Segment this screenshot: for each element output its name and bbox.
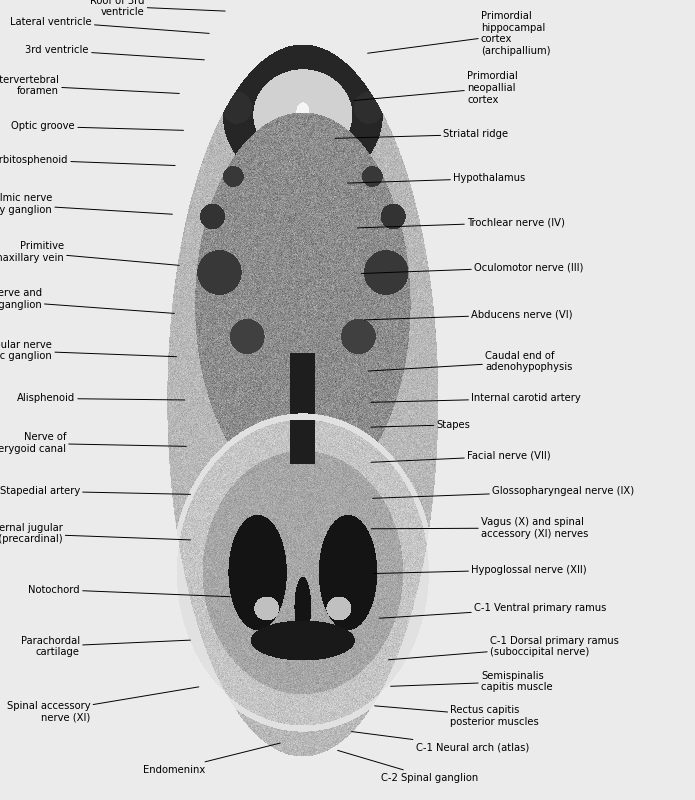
Text: Oculomotor nerve (III): Oculomotor nerve (III): [361, 262, 583, 274]
Text: Striatal ridge: Striatal ridge: [335, 130, 509, 139]
Text: Maxillary nerve and
pterygopalatine ganglion: Maxillary nerve and pterygopalatine gang…: [0, 288, 174, 314]
Text: Internal carotid artery: Internal carotid artery: [371, 394, 581, 403]
Text: Ophthalmic nerve
and ciliary ganglion: Ophthalmic nerve and ciliary ganglion: [0, 194, 172, 214]
Text: Trochlear nerve (IV): Trochlear nerve (IV): [357, 218, 565, 228]
Text: C-1 Dorsal primary ramus
(suboccipital nerve): C-1 Dorsal primary ramus (suboccipital n…: [389, 636, 619, 660]
Text: C-2 Spinal ganglion: C-2 Spinal ganglion: [338, 750, 478, 782]
Text: C-1 Neural arch (atlas): C-1 Neural arch (atlas): [352, 731, 529, 752]
Text: Caudal end of
adenohypophysis: Caudal end of adenohypophysis: [368, 350, 573, 373]
Text: Mandibular nerve
and otic ganglion: Mandibular nerve and otic ganglion: [0, 339, 177, 362]
Text: Orbitosphenoid: Orbitosphenoid: [0, 155, 175, 166]
Text: Intervertebral
foramen: Intervertebral foramen: [0, 75, 179, 96]
Text: Vagus (X) and spinal
accessory (XI) nerves: Vagus (X) and spinal accessory (XI) nerv…: [371, 517, 588, 539]
Text: 3rd ventricle: 3rd ventricle: [26, 46, 204, 60]
Text: Primordial
neopallial
cortex: Primordial neopallial cortex: [354, 71, 518, 105]
Text: Semispinalis
capitis muscle: Semispinalis capitis muscle: [391, 670, 553, 693]
Text: Alisphenoid: Alisphenoid: [17, 394, 185, 403]
Text: Facial nerve (VII): Facial nerve (VII): [371, 451, 550, 462]
Text: Spinal accessory
nerve (XI): Spinal accessory nerve (XI): [7, 687, 199, 723]
Text: Parachordal
cartilage: Parachordal cartilage: [21, 636, 190, 658]
Text: Roof of 3rd
ventricle: Roof of 3rd ventricle: [90, 0, 225, 17]
Text: Lateral ventricle: Lateral ventricle: [10, 17, 209, 34]
Text: Stapedial artery: Stapedial artery: [0, 486, 190, 496]
Text: Primordial
hippocampal
cortex
(archipallium): Primordial hippocampal cortex (archipall…: [368, 11, 550, 56]
Text: Rectus capitis
posterior muscles: Rectus capitis posterior muscles: [375, 706, 539, 726]
Text: Internal jugular
vein (precardinal): Internal jugular vein (precardinal): [0, 523, 190, 545]
Text: Nerve of
pterygoid canal: Nerve of pterygoid canal: [0, 432, 186, 454]
Text: Endomeninx: Endomeninx: [142, 743, 280, 774]
Text: Glossopharyngeal nerve (IX): Glossopharyngeal nerve (IX): [373, 486, 634, 498]
Text: C-1 Ventral primary ramus: C-1 Ventral primary ramus: [379, 603, 606, 618]
Text: Optic groove: Optic groove: [11, 122, 183, 131]
Text: Notochord: Notochord: [28, 585, 230, 597]
Text: Primitive
maxillary vein: Primitive maxillary vein: [0, 242, 179, 266]
Text: Abducens nerve (VI): Abducens nerve (VI): [364, 310, 573, 320]
Text: Hypoglossal nerve (XII): Hypoglossal nerve (XII): [373, 565, 587, 574]
Text: Hypothalamus: Hypothalamus: [348, 174, 525, 183]
Text: Stapes: Stapes: [371, 420, 471, 430]
